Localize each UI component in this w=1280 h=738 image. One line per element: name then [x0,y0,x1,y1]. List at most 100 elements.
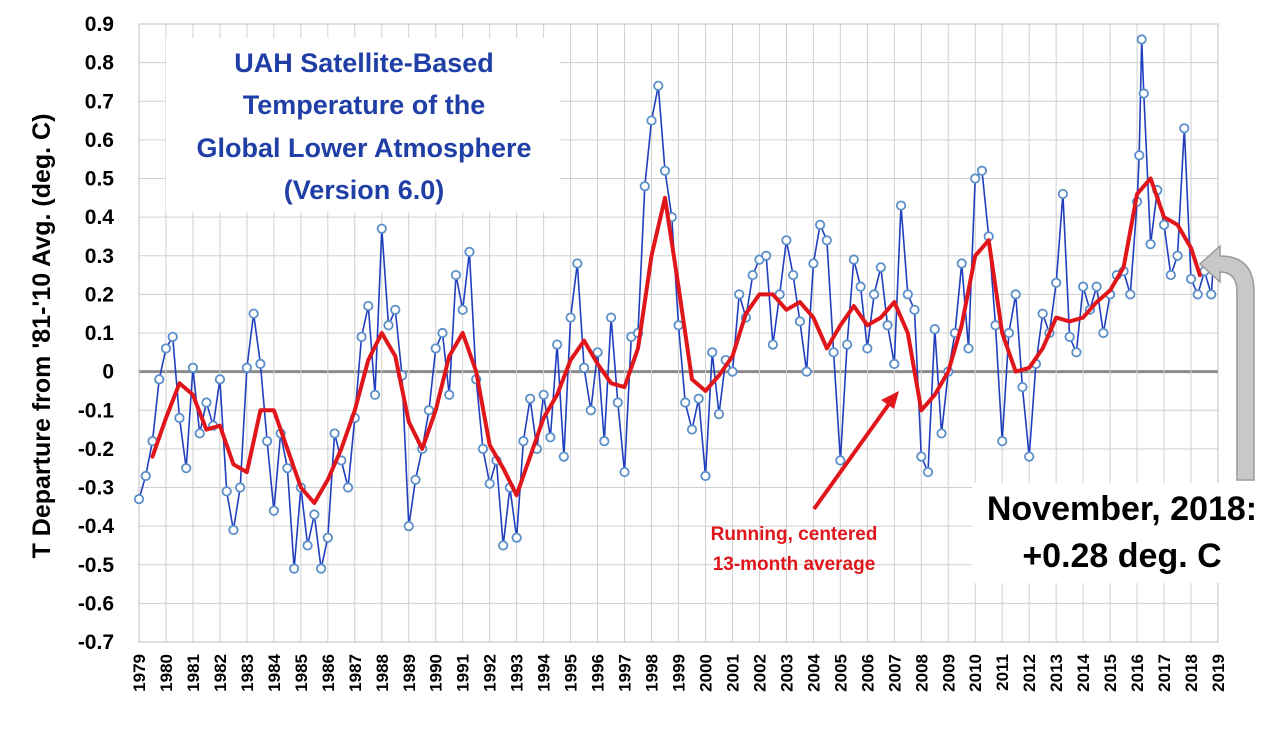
monthly-point [262,436,273,447]
monthly-point [1024,451,1035,462]
x-tick-label: 1988 [373,654,392,692]
x-tick-label: 2011 [993,654,1012,691]
monthly-point [693,393,704,404]
monthly-point [430,343,441,354]
monthly-point [781,235,792,246]
latest-callout: November, 2018: +0.28 deg. C [972,244,1272,583]
title-background [166,38,560,212]
monthly-point [140,470,151,482]
monthly-point [1010,289,1021,300]
callout-arrow-body-icon [1198,244,1255,481]
monthly-point [268,505,279,516]
x-tick-label: 1981 [184,654,203,692]
monthly-point [659,165,671,176]
monthly-point [936,428,947,439]
monthly-point [552,339,563,350]
monthly-point [558,451,569,462]
y-tick-label: 0.3 [85,245,114,268]
monthly-point [646,115,657,126]
y-tick-label: 0.6 [85,129,114,152]
monthly-point [922,466,934,478]
monthly-point [970,173,981,184]
monthly-point [761,250,772,261]
monthly-point [1078,281,1089,292]
monthly-point [160,343,172,354]
y-tick-label: 0.9 [85,13,114,36]
y-tick-label: -0.3 [78,477,114,500]
latest-label-line-1: November, 2018: [987,490,1257,528]
monthly-point [700,470,711,482]
monthly-point [1098,327,1109,339]
series-average [150,176,1202,505]
x-tick-label: 1987 [346,654,365,692]
latest-callout-background [972,483,1272,583]
x-tick-label: 2018 [1182,654,1201,692]
monthly-point [464,246,475,257]
x-tick-label: 1996 [589,654,608,692]
y-tick-label: 0 [102,361,114,384]
monthly-point [821,235,832,246]
monthly-point [585,405,596,416]
average-line [150,176,1202,505]
monthly-point [329,428,340,439]
monthly-point [423,405,435,416]
monthly-point [383,320,394,331]
monthly-point [889,358,900,369]
monthly-point [686,424,698,435]
title-line-3: Global Lower Atmosphere [196,133,531,163]
monthly-point [181,463,192,474]
monthly-point [228,524,239,536]
x-tick-label: 2016 [1128,654,1147,692]
x-axis-ticks: 1979 1980 1981 1982 1983 1984 1985 1986 1987 1988… [130,653,1228,691]
monthly-point [619,466,630,478]
y-tick-label: 0.1 [85,322,115,345]
monthly-point [484,478,495,489]
monthly-point [289,563,300,574]
monthly-point [1134,150,1145,161]
monthly-point [1145,239,1156,250]
monthly-point [174,412,185,424]
callout-arrow-icon [1202,254,1240,478]
monthly-point [747,269,758,281]
average-label-line-2: 13-month average [713,554,876,575]
monthly-point [457,304,468,315]
monthly-point [653,80,664,91]
monthly-point [1172,250,1183,261]
monthly-point [713,409,725,420]
y-tick-label: -0.4 [78,515,115,538]
monthly-point [369,389,381,400]
x-tick-label: 2017 [1155,654,1174,692]
monthly-point [788,269,799,281]
monthly-point [828,347,839,358]
x-tick-label: 1997 [616,654,635,692]
monthly-point [868,289,880,300]
monthly-point [235,482,246,493]
x-tick-label: 2019 [1209,654,1228,692]
monthly-point [201,397,212,408]
monthly-point [477,443,489,454]
x-tick-label: 1983 [238,654,257,692]
monthly-point [835,455,846,466]
monthly-point [221,486,232,497]
x-tick-label: 2008 [912,654,931,692]
monthly-point [639,181,650,192]
monthly-point [794,316,805,327]
y-axis-ticks: 0.9 0.8 0.7 0.6 0.5 0.4 0.3 0.2 0.1 0 -0.1 -0.2 -0.3… [78,13,115,654]
monthly-point [1136,34,1147,45]
monthly-point [976,165,988,176]
x-tick-label: 2003 [777,654,796,692]
x-tick-label: 2000 [696,654,715,692]
x-tick-label: 1995 [562,654,581,692]
x-tick-label: 1998 [643,654,662,692]
y-tick-label: 0.7 [85,90,114,113]
chart-title: UAH Satellite-Based Temperature of the G… [166,38,560,212]
monthly-point [956,258,967,269]
x-tick-label: 1993 [508,654,527,692]
monthly-point [1138,88,1149,99]
monthly-point [403,521,414,532]
x-tick-label: 2010 [966,654,985,692]
monthly-point [916,451,927,462]
x-tick-label: 1980 [157,654,176,692]
monthly-point [599,436,610,447]
monthly-point [1179,123,1190,134]
